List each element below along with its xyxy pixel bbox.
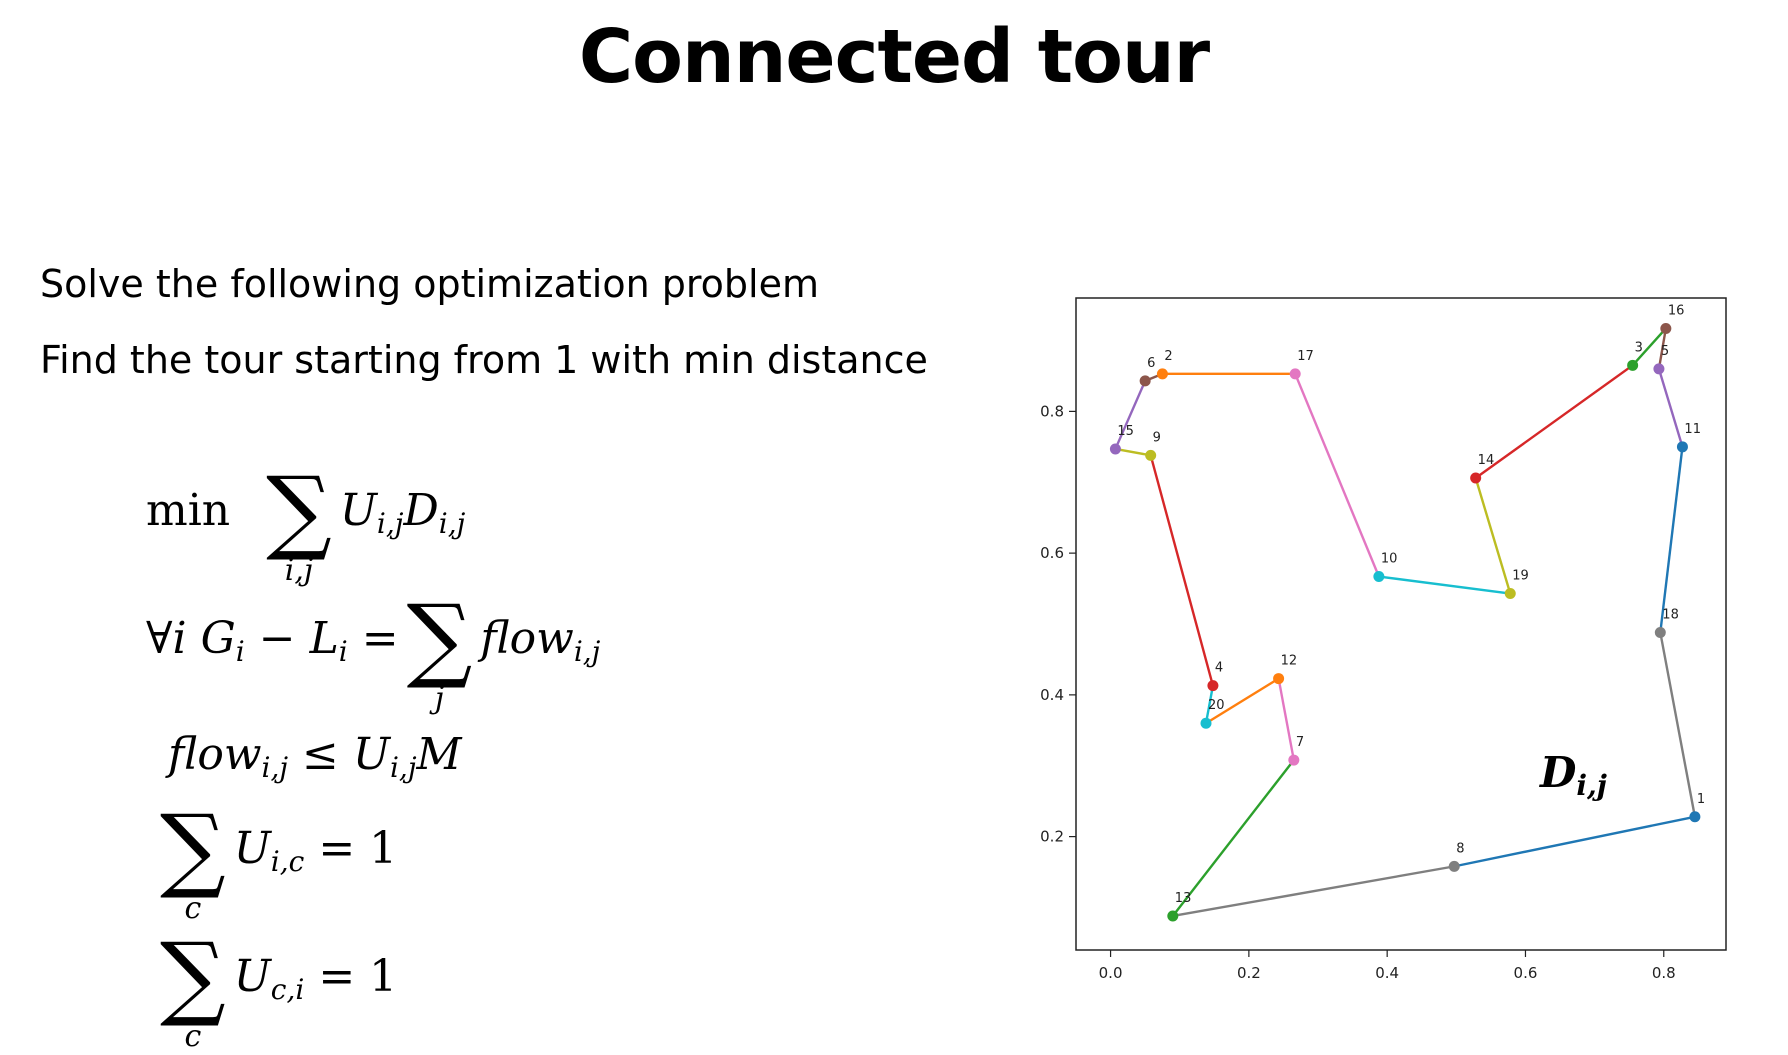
node-label-20: 20 (1208, 698, 1225, 713)
tour-node-12 (1273, 673, 1285, 685)
node-label-11: 11 (1684, 422, 1701, 437)
objective-term: Ui,jDi,j (339, 485, 466, 540)
node-label-3: 3 (1635, 340, 1643, 355)
sigma-symbol: ∑ (266, 457, 332, 564)
tour-edge-10-19 (1378, 575, 1511, 595)
sum-index: c (184, 1019, 202, 1054)
tour-node-17 (1289, 368, 1301, 380)
tour-node-16 (1660, 322, 1672, 334)
tour-node-10 (1373, 571, 1385, 583)
tour-node-15 (1109, 443, 1121, 455)
big-m-expression: flowi,j ≤ Ui,jM (168, 729, 462, 784)
tour-node-5 (1653, 363, 1665, 375)
objective-equation: min ∑ i,j Ui,jDi,j (146, 457, 466, 588)
node-label-2: 2 (1164, 349, 1172, 364)
node-label-17: 17 (1297, 349, 1314, 364)
slide-title: Connected tour (578, 14, 1210, 100)
sigma-symbol: ∑ (406, 585, 473, 692)
outgoing-degree-constraint: ∑ c Ui,c = 1 (160, 795, 398, 926)
node-label-7: 7 (1296, 735, 1304, 750)
tour-edge-8-13 (1172, 865, 1455, 918)
sum-operator: ∑ j (406, 585, 473, 716)
tour-edge-12-20 (1205, 677, 1280, 725)
node-label-4: 4 (1215, 661, 1223, 676)
tour-node-4 (1207, 680, 1219, 692)
node-label-18: 18 (1662, 608, 1679, 623)
optimization-formulation: min ∑ i,j Ui,jDi,j ∀i Gi − Li = ∑ j flow… (140, 455, 860, 1055)
sum-operator: ∑ i,j (266, 457, 332, 588)
tour-edge-15-6 (1114, 380, 1147, 450)
tour-edge-14-3 (1474, 364, 1634, 479)
instruction-line-2: Find the tour starting from 1 with min d… (40, 338, 928, 382)
tour-node-7 (1288, 754, 1300, 766)
tour-node-9 (1145, 449, 1157, 461)
distance-matrix-label: Di,j (1540, 748, 1607, 802)
y-tick-label: 0.6 (1040, 544, 1064, 562)
x-tick-label: 0.2 (1237, 964, 1261, 982)
tour-node-2 (1156, 368, 1168, 380)
tour-edge-18-1 (1659, 632, 1697, 817)
tour-edge-11-18 (1659, 446, 1684, 633)
tour-edge-9-15 (1115, 447, 1151, 457)
y-tick-label: 0.2 (1040, 828, 1064, 846)
tour-edge-19-14 (1474, 477, 1512, 594)
tour-edge-20-4 (1204, 685, 1215, 724)
tour-node-6 (1139, 375, 1151, 387)
tour-edge-4-9 (1149, 455, 1215, 686)
tour-plot: 0.0 0.2 0.4 0.6 0.80.20.40.60.81234567891011… (1040, 297, 1727, 982)
node-label-13: 13 (1175, 891, 1192, 906)
sum-index: i,j (284, 553, 314, 588)
incoming-degree-expression: Uc,i = 1 (233, 951, 398, 1006)
sigma-symbol: ∑ (160, 795, 226, 902)
x-tick-label: 0.0 (1099, 964, 1123, 982)
tour-edge-7-12 (1277, 678, 1295, 761)
sum-index: c (184, 891, 202, 926)
node-label-14: 14 (1478, 453, 1495, 468)
incoming-degree-constraint: ∑ c Uc,i = 1 (160, 923, 398, 1054)
x-tick-label: 0.6 (1514, 964, 1538, 982)
flow-balance-constraint: ∀i Gi − Li = ∑ j flowi,j (146, 585, 601, 716)
tour-edge-13-7 (1171, 759, 1295, 917)
tour-node-1 (1689, 811, 1701, 823)
node-label-1: 1 (1697, 792, 1705, 807)
tour-node-19 (1504, 588, 1516, 600)
tour-edge-1-8 (1454, 815, 1696, 868)
tour-node-8 (1448, 860, 1460, 872)
node-label-15: 15 (1117, 424, 1134, 439)
sum-operator: ∑ c (160, 923, 226, 1054)
tour-node-13 (1167, 910, 1179, 922)
sigma-symbol: ∑ (160, 923, 226, 1030)
y-tick-label: 0.8 (1040, 402, 1064, 420)
flow-balance-term: flowi,j (480, 613, 601, 668)
node-label-9: 9 (1153, 430, 1161, 445)
tour-node-3 (1627, 359, 1639, 371)
tour-node-11 (1676, 441, 1688, 453)
x-tick-label: 0.4 (1375, 964, 1399, 982)
big-m-constraint: flowi,j ≤ Ui,jM (168, 725, 462, 798)
outgoing-degree-expression: Ui,c = 1 (233, 823, 398, 878)
x-tick-label: 0.8 (1652, 964, 1676, 982)
node-label-10: 10 (1381, 552, 1398, 567)
tour-edge-3-16 (1631, 327, 1667, 367)
tour-edge-16-5 (1657, 328, 1668, 370)
sum-index: j (434, 681, 445, 716)
instruction-line-1: Solve the following optimization problem (40, 262, 819, 306)
tour-node-14 (1470, 472, 1482, 484)
node-label-8: 8 (1456, 841, 1464, 856)
node-label-16: 16 (1668, 303, 1685, 318)
plot-frame (1075, 297, 1727, 951)
tour-node-20 (1200, 717, 1212, 729)
node-label-19: 19 (1512, 569, 1529, 584)
sum-operator: ∑ c (160, 795, 226, 926)
flow-balance-lhs: ∀i Gi − Li = (146, 613, 399, 668)
node-label-6: 6 (1147, 356, 1155, 371)
tour-node-18 (1654, 627, 1666, 639)
y-tick-label: 0.4 (1040, 686, 1064, 704)
node-label-12: 12 (1281, 654, 1298, 669)
node-label-5: 5 (1661, 344, 1669, 359)
tour-edge-17-10 (1294, 373, 1380, 577)
min-operator: min (146, 485, 231, 536)
tour-edge-5-11 (1657, 368, 1684, 448)
